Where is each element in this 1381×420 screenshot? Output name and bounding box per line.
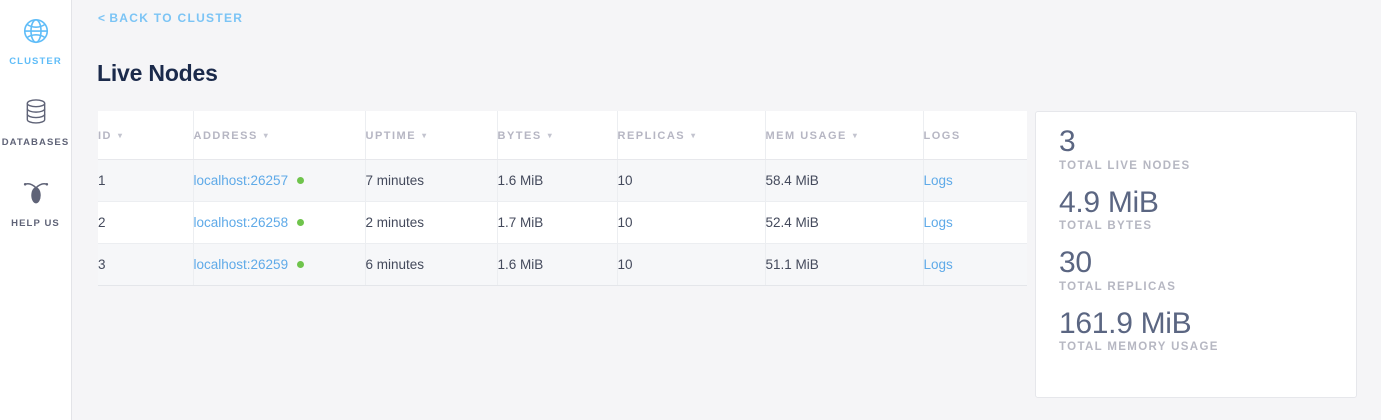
column-header-id-label: ID xyxy=(98,130,112,142)
cell-address: localhost:26259 xyxy=(193,243,366,286)
node-address-link[interactable]: localhost:26258 xyxy=(193,215,289,230)
chevron-left-icon: < xyxy=(98,11,107,25)
column-header-replicas[interactable]: REPLICAS ▾ xyxy=(617,111,766,160)
column-header-logs: LOGS xyxy=(923,111,1027,160)
cell-address: localhost:26257 xyxy=(193,159,366,202)
table-row: 2 localhost:26258 2 minutes 1.7 MiB 10 5… xyxy=(98,201,1027,244)
cell-bytes: 1.6 MiB xyxy=(497,243,618,286)
status-dot-icon xyxy=(297,261,305,268)
stat-total-bytes-label: TOTAL BYTES xyxy=(1059,220,1153,233)
stat-total-bytes: 4.9 MiB TOTAL BYTES xyxy=(1059,186,1356,233)
column-header-uptime[interactable]: UPTIME ▾ xyxy=(365,111,498,160)
column-header-uptime-label: UPTIME xyxy=(365,130,417,142)
back-to-cluster-label: BACK TO CLUSTER xyxy=(109,11,244,25)
status-dot-icon xyxy=(297,219,305,226)
cell-uptime: 7 minutes xyxy=(365,159,498,202)
globe-icon xyxy=(0,16,71,50)
stat-total-replicas-value: 30 xyxy=(1059,246,1092,280)
cell-id: 2 xyxy=(98,201,194,244)
cell-id: 1 xyxy=(98,159,194,202)
sort-caret-icon: ▾ xyxy=(547,131,554,140)
stat-total-memory-usage-label: TOTAL MEMORY USAGE xyxy=(1059,341,1219,354)
cell-replicas: 10 xyxy=(617,159,766,202)
table-row: 1 localhost:26257 7 minutes 1.6 MiB 10 5… xyxy=(98,159,1027,202)
live-nodes-table-container: ID ▾ ADDRESS ▾ UPTIME ▾ BYTES ▾ REPLICAS ▾ ME… xyxy=(98,111,1027,286)
sort-caret-icon: ▾ xyxy=(852,131,859,140)
back-to-cluster-link[interactable]: < BACK TO CLUSTER xyxy=(98,11,243,25)
column-header-id[interactable]: ID ▾ xyxy=(98,111,194,160)
cell-bytes: 1.6 MiB xyxy=(497,159,618,202)
column-header-bytes-label: BYTES xyxy=(497,130,542,142)
cell-logs: Logs xyxy=(923,159,1027,202)
stat-total-bytes-value: 4.9 MiB xyxy=(1059,185,1159,219)
main-content: < BACK TO CLUSTER Live Nodes ID ▾ ADDRESS ▾… xyxy=(72,0,1381,420)
cell-address: localhost:26258 xyxy=(193,201,366,244)
cell-bytes: 1.7 MiB xyxy=(497,201,618,244)
node-address-link[interactable]: localhost:26259 xyxy=(193,257,289,272)
cell-id: 3 xyxy=(98,243,194,286)
column-header-mem-usage[interactable]: MEM USAGE ▾ xyxy=(765,111,924,160)
status-dot-icon xyxy=(297,177,305,184)
stat-total-live-nodes-value: 3 xyxy=(1059,125,1076,158)
logs-link[interactable]: Logs xyxy=(923,215,953,230)
column-header-address-label: ADDRESS xyxy=(193,130,258,142)
cell-uptime: 2 minutes xyxy=(365,201,498,244)
sidebar-item-cluster-label: CLUSTER xyxy=(9,56,62,67)
sidebar-item-cluster[interactable]: CLUSTER xyxy=(0,6,71,67)
cell-mem-usage: 58.4 MiB xyxy=(765,159,924,202)
bug-icon xyxy=(0,178,71,212)
column-header-address[interactable]: ADDRESS ▾ xyxy=(193,111,366,160)
database-icon xyxy=(0,97,71,131)
cell-mem-usage: 51.1 MiB xyxy=(765,243,924,286)
node-address-link[interactable]: localhost:26257 xyxy=(193,173,289,188)
table-body: 1 localhost:26257 7 minutes 1.6 MiB 10 5… xyxy=(98,159,1027,286)
cell-uptime: 6 minutes xyxy=(365,243,498,286)
cell-mem-usage: 52.4 MiB xyxy=(765,201,924,244)
stat-total-memory-usage-value: 161.9 MiB xyxy=(1059,306,1192,340)
table-row: 3 localhost:26259 6 minutes 1.6 MiB 10 5… xyxy=(98,243,1027,286)
sort-caret-icon: ▾ xyxy=(422,131,428,140)
column-header-replicas-label: REPLICAS xyxy=(617,130,686,142)
stat-total-live-nodes-label: TOTAL LIVE NODES xyxy=(1059,159,1191,172)
sidebar-item-databases-label: DATABASES xyxy=(1,137,70,148)
table-head: ID ▾ ADDRESS ▾ UPTIME ▾ BYTES ▾ REPLICAS ▾ ME… xyxy=(98,111,1027,160)
stat-total-memory-usage: 161.9 MiB TOTAL MEMORY USAGE xyxy=(1059,307,1356,354)
sort-caret-icon: ▾ xyxy=(118,131,124,140)
cluster-summary-card: 3 TOTAL LIVE NODES 4.9 MiB TOTAL BYTES 3… xyxy=(1035,111,1357,398)
stat-total-live-nodes: 3 TOTAL LIVE NODES xyxy=(1059,125,1356,172)
column-header-mem-usage-label: MEM USAGE xyxy=(765,130,847,142)
cell-logs: Logs xyxy=(923,201,1027,244)
logs-link[interactable]: Logs xyxy=(923,173,953,188)
sidebar-item-databases[interactable]: DATABASES xyxy=(0,87,71,148)
cell-replicas: 10 xyxy=(617,201,766,244)
column-header-bytes[interactable]: BYTES ▾ xyxy=(497,111,618,160)
sidebar: CLUSTER DATABASES HELP US xyxy=(0,0,72,420)
stat-total-replicas-label: TOTAL REPLICAS xyxy=(1059,280,1177,293)
sort-caret-icon: ▾ xyxy=(263,131,270,140)
page-title: Live Nodes xyxy=(97,60,218,86)
column-header-logs-label: LOGS xyxy=(923,130,961,142)
sort-caret-icon: ▾ xyxy=(691,131,697,140)
live-nodes-table: ID ▾ ADDRESS ▾ UPTIME ▾ BYTES ▾ REPLICAS ▾ ME… xyxy=(98,111,1027,286)
logs-link[interactable]: Logs xyxy=(923,257,953,272)
cell-replicas: 10 xyxy=(617,243,766,286)
sidebar-item-help-us[interactable]: HELP US xyxy=(0,168,71,229)
cell-logs: Logs xyxy=(923,243,1027,286)
table-header-row: ID ▾ ADDRESS ▾ UPTIME ▾ BYTES ▾ REPLICAS ▾ ME… xyxy=(98,111,1027,160)
stat-total-replicas: 30 TOTAL REPLICAS xyxy=(1059,246,1356,293)
sidebar-item-help-us-label: HELP US xyxy=(11,218,60,229)
